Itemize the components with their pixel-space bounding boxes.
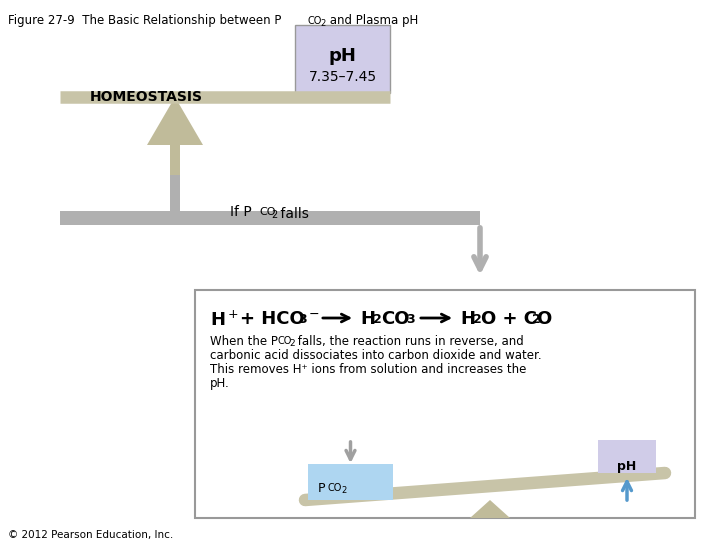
Text: falls: falls (276, 207, 309, 221)
Text: CO: CO (327, 483, 341, 493)
Text: If P: If P (230, 205, 252, 219)
Text: $^-$: $^-$ (306, 310, 320, 328)
Text: © 2012 Pearson Education, Inc.: © 2012 Pearson Education, Inc. (8, 530, 174, 540)
Text: 2: 2 (341, 486, 346, 495)
Text: 2: 2 (473, 313, 482, 326)
Text: + HCO: + HCO (240, 310, 305, 328)
Text: pH: pH (617, 460, 636, 473)
Text: pH.: pH. (210, 377, 230, 390)
Text: HOMEOSTASIS: HOMEOSTASIS (90, 90, 203, 104)
FancyBboxPatch shape (598, 440, 656, 473)
FancyBboxPatch shape (308, 464, 393, 500)
Text: H: H (360, 310, 375, 328)
Text: 2: 2 (271, 210, 277, 220)
Text: CO: CO (278, 336, 292, 346)
Text: H$^+$: H$^+$ (210, 310, 239, 329)
FancyBboxPatch shape (195, 290, 695, 518)
Text: carbonic acid dissociates into carbon dioxide and water.: carbonic acid dissociates into carbon di… (210, 349, 541, 362)
Text: 7.35–7.45: 7.35–7.45 (308, 70, 377, 84)
Text: CO: CO (259, 207, 276, 217)
Text: When the P: When the P (210, 335, 278, 348)
Text: CO: CO (308, 16, 323, 26)
Text: CO: CO (381, 310, 410, 328)
Text: 2: 2 (289, 339, 294, 348)
Text: 3: 3 (406, 313, 415, 326)
Text: This removes H⁺ ions from solution and increases the: This removes H⁺ ions from solution and i… (210, 363, 526, 376)
Text: H: H (460, 310, 475, 328)
FancyBboxPatch shape (295, 25, 390, 93)
Text: 2: 2 (532, 313, 541, 326)
Polygon shape (470, 500, 510, 518)
Text: O + CO: O + CO (481, 310, 552, 328)
Text: 2: 2 (320, 19, 325, 28)
Text: 2: 2 (373, 313, 382, 326)
Polygon shape (147, 97, 203, 145)
FancyBboxPatch shape (170, 175, 180, 218)
Text: falls, the reaction runs in reverse, and: falls, the reaction runs in reverse, and (294, 335, 523, 348)
FancyBboxPatch shape (60, 211, 480, 225)
Text: P: P (318, 482, 325, 495)
Text: Figure 27-9  The Basic Relationship between P: Figure 27-9 The Basic Relationship betwe… (8, 14, 282, 27)
Text: pH: pH (328, 47, 356, 65)
FancyBboxPatch shape (170, 145, 180, 175)
Text: and Plasma pH: and Plasma pH (326, 14, 418, 27)
Text: 3: 3 (298, 313, 307, 326)
